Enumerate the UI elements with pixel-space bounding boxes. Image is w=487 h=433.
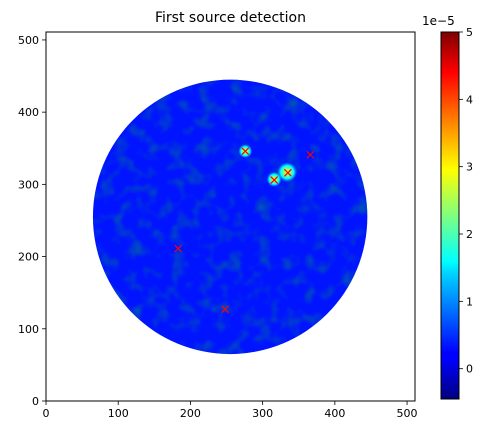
colorbar-tick-label: 3 bbox=[466, 161, 473, 174]
x-axis: 0 100 200 300 400 500 bbox=[43, 401, 418, 420]
detection-marker bbox=[241, 147, 250, 156]
y-tick-label: 0 bbox=[32, 395, 39, 408]
detection-marker bbox=[221, 305, 230, 314]
y-tick-label: 100 bbox=[18, 323, 39, 336]
colorbar-tick-label: 0 bbox=[466, 363, 473, 376]
y-tick-label: 500 bbox=[18, 34, 39, 47]
x-tick-label: 300 bbox=[252, 407, 273, 420]
y-tick-label: 300 bbox=[18, 178, 39, 191]
colorbar-ticks: 0 1 2 3 4 5 bbox=[459, 26, 473, 376]
x-tick-label: 500 bbox=[397, 407, 418, 420]
x-tick-label: 200 bbox=[180, 407, 201, 420]
colorbar-gradient bbox=[440, 31, 460, 400]
y-tick-label: 200 bbox=[18, 251, 39, 264]
detection-marker bbox=[270, 176, 279, 184]
colorbar-tick-label: 1 bbox=[466, 295, 473, 308]
detection-marker bbox=[306, 150, 315, 159]
x-tick-label: 100 bbox=[108, 407, 129, 420]
y-tick-label: 400 bbox=[18, 106, 39, 119]
x-tick-label: 0 bbox=[43, 407, 50, 420]
plot-frame bbox=[45, 31, 416, 402]
colorbar: 0 1 2 3 4 5 1e−5 bbox=[422, 14, 473, 400]
noise-texture bbox=[92, 79, 368, 355]
image-disk bbox=[92, 79, 368, 355]
colorbar-tick-label: 4 bbox=[466, 93, 473, 106]
detection-marker bbox=[283, 168, 292, 177]
colorbar-tick-label: 5 bbox=[466, 26, 473, 39]
detection-markers bbox=[174, 147, 315, 314]
y-axis: 0 100 200 300 400 500 bbox=[18, 34, 46, 408]
detection-marker bbox=[174, 244, 183, 253]
chart-title: First source detection bbox=[155, 10, 306, 26]
colorbar-offset-label: 1e−5 bbox=[422, 14, 455, 28]
x-tick-label: 400 bbox=[324, 407, 345, 420]
colorbar-tick-label: 2 bbox=[466, 228, 473, 241]
